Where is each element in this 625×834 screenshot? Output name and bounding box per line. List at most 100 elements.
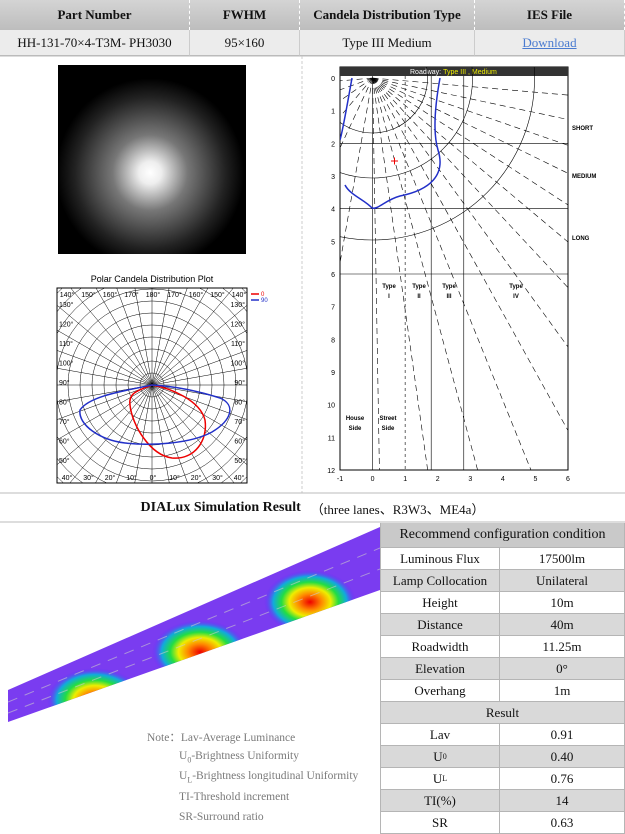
legend-label: 0 [261,292,265,298]
x-tick-label: 1 [403,476,407,483]
grid-ray [57,384,153,420]
y-tick-label: 6 [331,272,335,279]
angle-label: 90° [59,379,70,387]
table-header: Recommend configuration condition [380,523,625,548]
download-link[interactable]: Download [522,34,577,50]
angle-label: 170° [124,291,139,299]
y-tick-label: 0 [331,76,335,83]
y-tick-label: 5 [331,239,335,246]
iso-ray [372,77,568,348]
plot-title: Roadway: Type III , Medium [410,69,497,76]
label-part: 0 [187,754,192,764]
grid-ray [95,288,153,386]
label-part: TI-Threshold increment [179,790,290,803]
angle-label: 10° [126,474,137,482]
angle-label: 160° [189,291,204,299]
legend-label: 90 [261,298,268,304]
label-part: Lav-Average Luminance [180,732,296,744]
cell: Type III Medium [300,30,475,56]
grid-ray [57,367,153,386]
grid-ray [57,350,153,386]
grid-ray [116,288,153,386]
y-tick-label: 7 [331,305,335,312]
curve-90 [79,384,231,445]
label-part: -Brightness longitudinal Uniformity [192,770,359,783]
angle-label: 70° [234,418,245,426]
grid-ray [151,367,247,386]
angle-label: 80° [234,399,245,407]
table-value: Unilateral [500,570,625,592]
grid-ray [151,384,235,483]
grid-ray [70,288,153,386]
label-part: TI(%) [424,792,456,808]
table-label: Roadwidth [380,636,500,658]
type-label: Type [509,284,523,290]
grid-ray [151,384,247,403]
y-tick-label: 11 [328,435,335,442]
plot-frame [339,66,569,471]
label-part: U [433,748,443,764]
curve-0 [129,384,207,459]
type-label: Type [442,284,456,290]
side-label: House [346,416,365,422]
angle-label: 120° [231,321,246,329]
iso-ray [372,77,568,289]
header-cell: Candela Distribution Type [300,0,475,30]
subtitle: （three lanes、R3W3、ME4a） [310,501,485,517]
angle-label: 160° [103,291,118,299]
y-tick-label: 2 [331,141,335,148]
type-label: Type [412,284,426,290]
iso-ray [372,77,568,174]
label-part: Note： [147,732,181,744]
angle-label: 50° [234,457,245,465]
grid-ray [151,384,247,420]
iso-curve [340,77,441,209]
plot-header [340,67,568,76]
table-value: 14 [500,790,625,812]
angle-label: 20° [105,474,116,482]
x-tick-label: 6 [566,476,570,483]
type-label: II [417,294,421,300]
angle-label: 150° [81,291,96,299]
isocandela-plot: Roadway: Type III , Medium012345678910111… [327,66,596,483]
label-part: U [432,770,443,786]
angle-label: 130° [231,301,246,309]
angle-label: 150° [210,291,225,299]
iso-grid [340,67,568,470]
table-value: 17500lm [500,548,625,570]
label-part: L [442,774,448,783]
angle-label: 60° [59,438,70,446]
note: Note：Lav-Average Luminance [147,729,295,745]
simulation-image [8,527,380,722]
label-part: 0 [442,752,447,761]
label-part: U [179,749,188,762]
table-label: TI(%) [380,790,500,812]
label-part: -Brightness Uniformity [191,749,299,762]
angle-label: 60° [234,438,245,446]
angle-label: 110° [231,340,245,348]
grid-ray [134,384,153,483]
type-label: Type [382,284,396,290]
note: UL-Brightness longitudinal Uniformity [179,770,358,784]
grid-ray [57,304,153,386]
table-label: Lamp Collocation [380,570,500,592]
grid-ray [151,329,247,386]
angle-label: 80° [59,399,70,407]
header-cell: IES File [475,0,625,30]
table-value: 10m [500,592,625,614]
table-value: 0.76 [500,768,625,790]
table-label: Height [380,592,500,614]
side-label: Side [382,426,395,432]
angle-label: 140° [232,291,247,299]
angle-label: 40° [62,474,73,482]
grid-ray [151,288,188,386]
grid-ray [151,350,247,386]
type-label: IV [513,294,519,300]
x-tick-label: 4 [501,476,505,483]
x-tick-label: 3 [468,476,472,483]
angle-label: 0° [150,474,157,482]
grid-ray [151,384,170,483]
